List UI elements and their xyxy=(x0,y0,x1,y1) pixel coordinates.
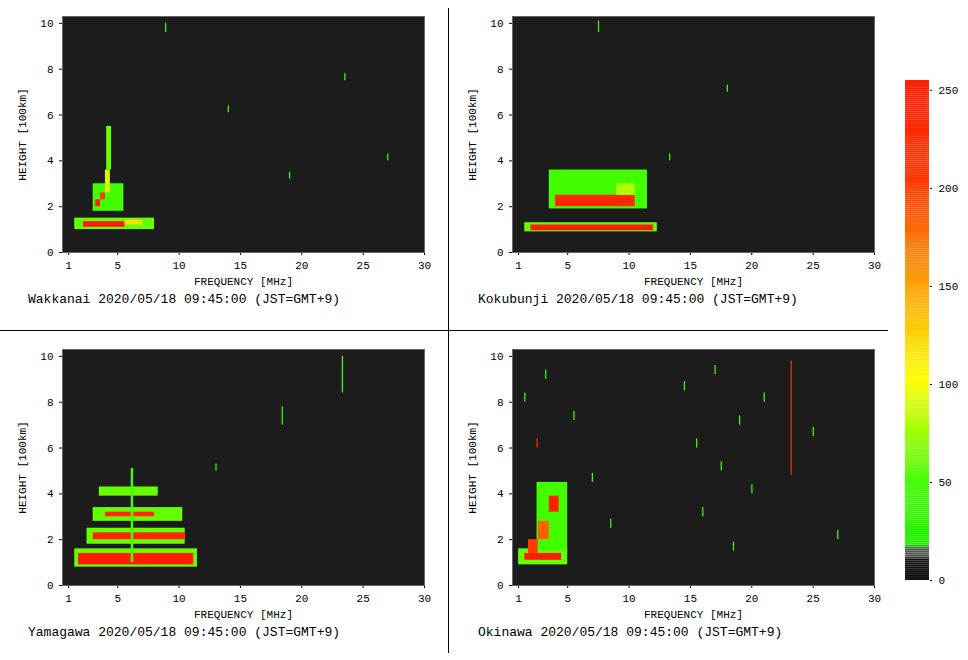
svg-text:2: 2 xyxy=(497,201,504,213)
svg-text:25: 25 xyxy=(357,593,370,605)
svg-text:8: 8 xyxy=(497,397,504,409)
svg-text:0: 0 xyxy=(939,575,946,587)
svg-text:FREQUENCY [MHz]: FREQUENCY [MHz] xyxy=(644,276,743,288)
svg-text:30: 30 xyxy=(418,260,431,272)
svg-text:30: 30 xyxy=(868,593,881,605)
svg-text:1: 1 xyxy=(515,260,522,272)
svg-text:15: 15 xyxy=(234,260,247,272)
svg-text:6: 6 xyxy=(47,110,54,122)
svg-text:10: 10 xyxy=(622,593,635,605)
html-text:Yamagawa 2020/05/18 09:45:00 (: Yamagawa 2020/05/18 09:45:00 (JST=GMT+9) xyxy=(28,625,341,640)
svg-text:0: 0 xyxy=(47,247,54,259)
svg-text:10: 10 xyxy=(172,260,185,272)
svg-text:FREQUENCY [MHz]: FREQUENCY [MHz] xyxy=(194,276,293,288)
html-text:Wakkanai 2020/05/18 09:45:00 (: Wakkanai 2020/05/18 09:45:00 (JST=GMT+9) xyxy=(28,292,341,307)
svg-text:30: 30 xyxy=(868,260,881,272)
svg-text:5: 5 xyxy=(114,593,121,605)
svg-text:20: 20 xyxy=(745,593,758,605)
svg-text:FREQUENCY [MHz]: FREQUENCY [MHz] xyxy=(194,609,293,621)
svg-text:1: 1 xyxy=(515,593,522,605)
svg-text:6: 6 xyxy=(497,110,504,122)
svg-text:30: 30 xyxy=(418,593,431,605)
svg-text:5: 5 xyxy=(564,593,571,605)
svg-text:4: 4 xyxy=(47,488,54,500)
svg-text:HEIGHT [100km]: HEIGHT [100km] xyxy=(467,88,479,180)
svg-text:15: 15 xyxy=(234,593,247,605)
svg-text:4: 4 xyxy=(47,155,54,167)
svg-text:10: 10 xyxy=(40,18,53,30)
svg-text:25: 25 xyxy=(807,593,820,605)
svg-text:5: 5 xyxy=(114,260,121,272)
svg-text:15: 15 xyxy=(684,593,697,605)
svg-text:10: 10 xyxy=(622,260,635,272)
svg-text:25: 25 xyxy=(807,260,820,272)
svg-text:10: 10 xyxy=(490,351,503,363)
svg-text:250: 250 xyxy=(939,85,959,97)
svg-text:4: 4 xyxy=(497,488,504,500)
html-text:Okinawa 2020/05/18 09:45:00 (J: Okinawa 2020/05/18 09:45:00 (JST=GMT+9) xyxy=(478,625,783,640)
svg-text:HEIGHT [100km]: HEIGHT [100km] xyxy=(17,421,29,513)
svg-text:10: 10 xyxy=(40,351,53,363)
svg-text:0: 0 xyxy=(497,580,504,592)
svg-text:FREQUENCY [MHz]: FREQUENCY [MHz] xyxy=(644,609,743,621)
svg-text:8: 8 xyxy=(497,64,504,76)
svg-text:200: 200 xyxy=(939,183,959,195)
svg-text:4: 4 xyxy=(497,155,504,167)
svg-text:150: 150 xyxy=(939,281,959,293)
html-text:Kokubunji 2020/05/18 09:45:00: Kokubunji 2020/05/18 09:45:00 (JST=GMT+9… xyxy=(478,292,798,307)
svg-text:0: 0 xyxy=(497,247,504,259)
svg-text:8: 8 xyxy=(47,64,54,76)
svg-text:50: 50 xyxy=(939,477,952,489)
svg-text:1: 1 xyxy=(65,260,72,272)
svg-text:0: 0 xyxy=(47,580,54,592)
svg-text:HEIGHT [100km]: HEIGHT [100km] xyxy=(17,88,29,180)
svg-text:10: 10 xyxy=(172,593,185,605)
svg-text:15: 15 xyxy=(684,260,697,272)
svg-text:6: 6 xyxy=(47,443,54,455)
svg-text:2: 2 xyxy=(47,201,54,213)
svg-text:8: 8 xyxy=(47,397,54,409)
svg-text:20: 20 xyxy=(295,260,308,272)
svg-text:100: 100 xyxy=(939,379,959,391)
svg-text:25: 25 xyxy=(357,260,370,272)
svg-text:20: 20 xyxy=(295,593,308,605)
svg-text:5: 5 xyxy=(564,260,571,272)
svg-text:2: 2 xyxy=(47,534,54,546)
svg-text:10: 10 xyxy=(490,18,503,30)
svg-text:1: 1 xyxy=(65,593,72,605)
svg-text:6: 6 xyxy=(497,443,504,455)
svg-text:HEIGHT [100km]: HEIGHT [100km] xyxy=(467,421,479,513)
svg-text:20: 20 xyxy=(745,260,758,272)
svg-text:2: 2 xyxy=(497,534,504,546)
